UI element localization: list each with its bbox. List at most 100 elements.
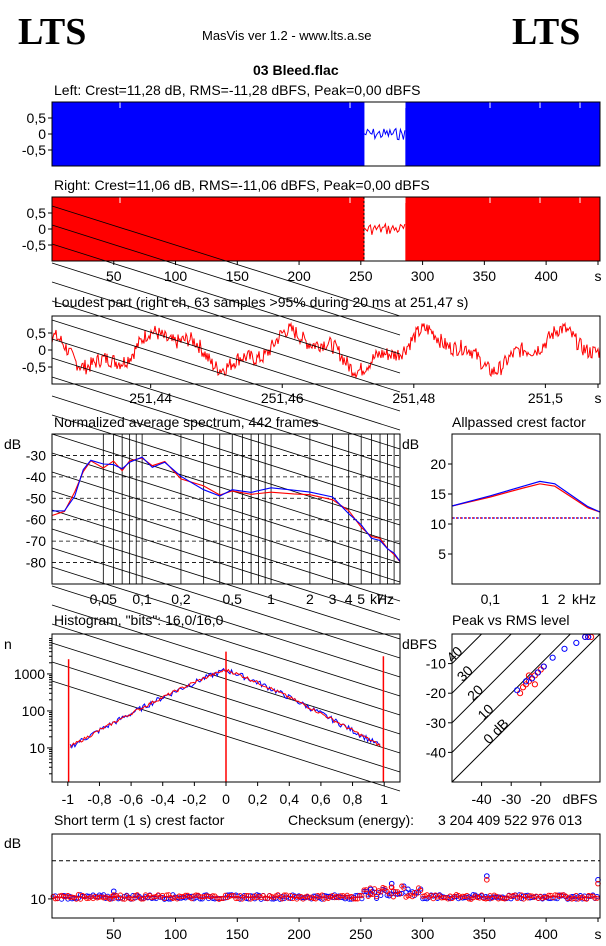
right-waveform-title: Right: Crest=11,06 dB, RMS=-11,06 dBFS, …: [54, 177, 430, 193]
short-term-point-1: [77, 896, 84, 902]
crest-series-1: [451, 480, 601, 513]
short-term-point-1: [527, 893, 533, 899]
waveform-body-1: [52, 197, 365, 261]
short-term-point-1: [218, 895, 224, 902]
peak-rms-point-0: [537, 666, 544, 673]
short-term-point-1: [52, 896, 58, 902]
short-term-point-1: [418, 887, 424, 894]
short-term-point-1: [262, 895, 268, 901]
spectrum-slope-line: [51, 376, 401, 488]
peak-rms-y-tick-label: -10: [426, 656, 446, 672]
histogram-x-tick-label: 0,4: [280, 791, 300, 807]
spectrum-slope-line: [51, 414, 401, 526]
histogram-x-tick-label: -0,8: [87, 791, 111, 807]
peak-rms-point-0: [519, 684, 527, 691]
loudest-x-tick-label: s: [595, 390, 602, 406]
y-tick-label-1: 0: [38, 221, 46, 237]
short-term-outlier: [388, 884, 395, 891]
short-term-point-1: [430, 896, 436, 902]
short-term-x-tick-label: 50: [106, 926, 122, 942]
short-term-point-1: [210, 893, 216, 899]
peak-rms-title: Peak vs RMS level: [452, 612, 570, 628]
x-tick-label-1: 350: [473, 268, 497, 284]
short-term-point-1: [128, 896, 134, 902]
crest-y-tick-label: 5: [438, 546, 446, 562]
spectrum-title: Normalized average spectrum, 442 frames: [54, 414, 319, 430]
spectrum-clip: [400, 430, 406, 588]
histogram-x-tick-label: -1: [62, 791, 75, 807]
short-term-point-1: [119, 896, 126, 902]
short-term-point-1: [510, 892, 516, 899]
short-term-outlier: [388, 880, 395, 887]
crest-diagonal: [452, 634, 600, 782]
y-tick-label-1: 0,5: [27, 205, 47, 221]
x-tick-label-1: 100: [164, 268, 188, 284]
loudest-x-tick-label: 251,46: [261, 390, 304, 406]
short-term-point-1: [420, 893, 426, 899]
spectrum-x-tick-label: 0,2: [171, 591, 191, 607]
x-tick-label-1: 300: [411, 268, 435, 284]
spectrum-slope-line: [51, 300, 401, 412]
peak-rms-frame: [451, 633, 601, 783]
spectrum-slope-line: [51, 585, 401, 697]
short-term-point-1: [138, 896, 144, 902]
short-term-point-1: [594, 895, 600, 901]
spectrum-x-tick-label: 0,05: [90, 591, 117, 607]
spectrum-slope-line: [51, 509, 401, 621]
peak-rms-point-1: [549, 654, 556, 661]
y-tick-label-0: 0: [38, 126, 46, 142]
short-term-point-1: [233, 896, 239, 902]
x-tick-label-1: 200: [287, 268, 311, 284]
short-term-point-1: [581, 896, 588, 902]
waveform-body-0: [52, 102, 365, 166]
spectrum-slope-line: [51, 566, 401, 678]
histogram-x-tick-label: 0,2: [248, 791, 268, 807]
histogram-x-tick-label: 0,8: [343, 791, 363, 807]
peak-rms-y-tick-label: -40: [426, 744, 446, 760]
histogram-x-tick-label: -0,6: [119, 791, 143, 807]
loudest-y-tick-label: 0: [38, 342, 46, 358]
short-term-point-1: [353, 896, 359, 902]
short-term-point-1: [279, 896, 285, 902]
spectrum-slope-line: [51, 319, 401, 431]
short-term-point-0: [413, 889, 420, 895]
short-term-point-1: [552, 892, 558, 898]
crest-x-tick-label: 2: [558, 591, 566, 607]
short-term-x-tick-label: 350: [473, 926, 497, 942]
spectrum-x-tick-label: 2: [306, 591, 314, 607]
crest-factor-title: Allpassed crest factor: [452, 414, 586, 430]
short-term-point-1: [359, 893, 365, 899]
y-tick-label-0: -0,5: [22, 142, 46, 158]
short-term-point-1: [371, 886, 378, 892]
peak-rms-point-1: [573, 639, 580, 646]
loudest-y-tick-label: 0,5: [27, 325, 47, 341]
short-term-y-label: dB: [4, 835, 21, 851]
short-term-outlier: [484, 877, 490, 883]
short-term-x-tick-label: 150: [226, 926, 250, 942]
short-term-point-1: [413, 891, 420, 897]
spectrum-x-tick-label: kHz: [370, 591, 394, 607]
peak-rms-point-0: [531, 681, 538, 688]
crest-diagonal: [452, 634, 542, 724]
short-term-point-1: [296, 894, 302, 900]
x-tick-label-1: 250: [349, 268, 373, 284]
short-term-outlier: [367, 890, 374, 896]
x-tick-label-1: 400: [534, 268, 558, 284]
short-term-point-1: [319, 892, 325, 898]
waveform-quiet-1: [363, 222, 406, 235]
crest-x-tick-label: 1: [541, 591, 549, 607]
short-term-x-tick-label: 300: [411, 926, 435, 942]
crest-diagonal-label: 10: [474, 701, 496, 723]
short-term-x-tick-label: s: [595, 926, 602, 942]
crest-y-tick-label: 15: [430, 486, 446, 502]
x-tick-label-1: 50: [106, 268, 122, 284]
spectrum-slope-line: [51, 205, 401, 317]
histogram-x-tick-label: -0,4: [151, 791, 175, 807]
peak-rms-point-1: [561, 645, 568, 652]
spectrum-y-tick-label: -80: [26, 555, 46, 571]
spectrum-x-tick-label: 7: [376, 591, 384, 607]
short-term-point-1: [392, 889, 399, 895]
x-tick-label-1: s: [595, 268, 602, 284]
short-term-point-1: [573, 892, 579, 899]
spectrum-slope-line: [51, 452, 401, 564]
